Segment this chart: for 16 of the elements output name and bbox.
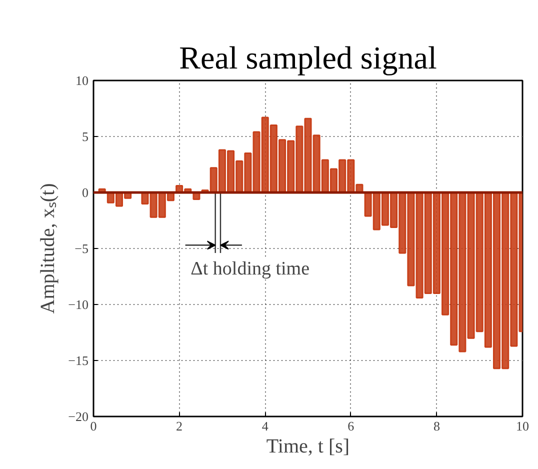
y-tick-label: −15 (68, 353, 89, 368)
x-tick-label: 6 (348, 418, 355, 434)
x-tick-label: 10 (516, 418, 529, 434)
y-tick-label: 5 (82, 129, 88, 144)
x-tick-label: 2 (176, 418, 183, 434)
y-tick-label: −10 (68, 297, 89, 312)
y-tick-label: 10 (76, 73, 88, 88)
annotation: Δt holding time (190, 258, 310, 280)
y-tick-label: 0 (82, 185, 88, 200)
x-axis-title: Time, t [s] (266, 436, 350, 458)
y-tick-label: −5 (74, 241, 89, 256)
x-tick-label: 8 (433, 418, 440, 434)
x-tick-label: 4 (262, 418, 269, 434)
y-tick-label: −20 (68, 409, 89, 424)
y-axis-title: Amplitude, xₛ(t) (37, 183, 60, 314)
chart-title: Real sampled signal (179, 40, 437, 76)
